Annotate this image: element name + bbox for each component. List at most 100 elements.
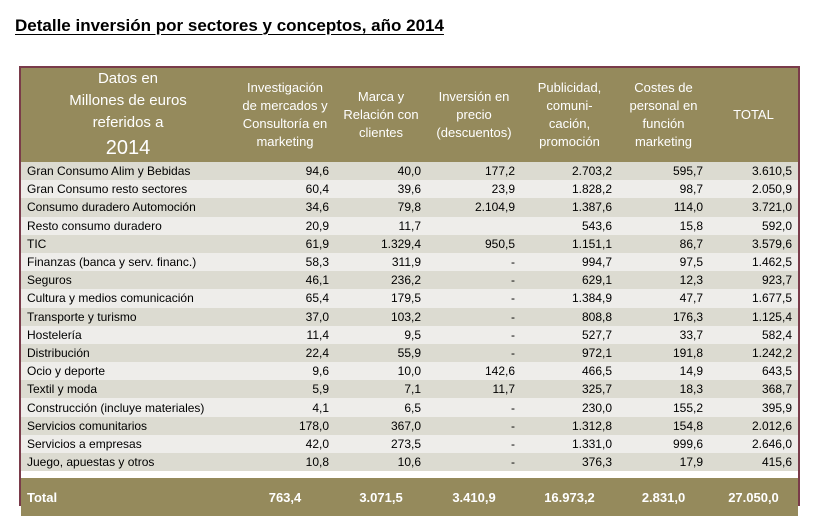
value-cell: - xyxy=(427,307,521,326)
total-cell: 27.050,0 xyxy=(709,478,798,517)
value-cell: 40,0 xyxy=(335,162,427,181)
header-line: TOTAL xyxy=(733,107,774,122)
value-cell: 37,0 xyxy=(235,307,335,326)
header-line: Consultoría en xyxy=(242,116,328,131)
value-cell: 11,4 xyxy=(235,325,335,344)
value-cell: 9,5 xyxy=(335,325,427,344)
header-line: Relación con xyxy=(343,107,419,122)
corner-line: referidos a xyxy=(92,114,164,131)
value-cell: 808,8 xyxy=(521,307,618,326)
value-cell: 103,2 xyxy=(335,307,427,326)
header-line: precio xyxy=(456,107,492,122)
header-row: Datos en Millones de euros referidos a 2… xyxy=(21,68,798,162)
value-cell: 629,1 xyxy=(521,271,618,290)
value-cell: 20,9 xyxy=(235,216,335,235)
table-row: Transporte y turismo 37,0 103,2-808,8 176,3… xyxy=(21,307,798,326)
column-header-publicidad: Publicidad, comuni- cación, promoción xyxy=(521,68,618,162)
table-row: Consumo duradero Automoción 34,6 79,8 2.104… xyxy=(21,198,798,217)
total-label: Total xyxy=(21,478,235,517)
table-row: Finanzas (banca y serv. financ.) 58,3 311,… xyxy=(21,252,798,272)
table-row: TIC 61,9 1.329,4 950,5 1.151,1 86,7 3.579,6 xyxy=(21,234,798,253)
row-label: TIC xyxy=(21,234,235,253)
value-cell: 466,5 xyxy=(521,362,618,381)
value-cell: 592,0 xyxy=(709,216,798,235)
value-cell: 3.579,6 xyxy=(709,234,798,253)
value-cell: 79,8 xyxy=(335,198,427,217)
table-row: Textil y moda 5,9 7,1 11,7 325,7 18,3 368,7 xyxy=(21,380,798,399)
table-row: Hostelería 11,4 9,5-527,7 33,7 582,4 xyxy=(21,325,798,344)
value-cell: 972,1 xyxy=(521,343,618,363)
column-header-investigacion: Investigación de mercados y Consultoría … xyxy=(235,68,335,162)
value-cell: 2.104,9 xyxy=(427,198,521,217)
total-row: Total 763,4 3.071,5 3.410,9 16.973,2 2.8… xyxy=(21,478,798,517)
corner-line: Datos en xyxy=(97,70,159,87)
column-header-total: TOTAL xyxy=(709,68,798,162)
value-cell: 311,9 xyxy=(335,252,427,272)
value-cell: - xyxy=(427,252,521,272)
value-cell: 179,5 xyxy=(335,289,427,308)
value-cell: 178,0 xyxy=(235,416,335,435)
table-row: Seguros 46,1 236,2-629,1 12,3 923,7 xyxy=(21,271,798,290)
row-label: Servicios comunitarios xyxy=(21,416,235,435)
row-label: Finanzas (banca y serv. financ.) xyxy=(21,252,235,272)
value-cell: 98,7 xyxy=(618,180,709,199)
header-line: comuni- xyxy=(546,98,593,113)
corner-line: Millones de euros xyxy=(69,92,187,109)
value-cell: 7,1 xyxy=(335,380,427,399)
table-row: Gran Consumo Alim y Bebidas 94,6 40,0 177,2… xyxy=(21,162,798,181)
row-label: Servicios a empresas xyxy=(21,434,235,453)
value-cell: - xyxy=(427,343,521,363)
value-cell: 2.012,6 xyxy=(709,416,798,435)
value-cell: 155,2 xyxy=(618,398,709,417)
value-cell: 1.384,9 xyxy=(521,289,618,308)
value-cell: 176,3 xyxy=(618,307,709,326)
value-cell: 114,0 xyxy=(618,198,709,217)
page-title: Detalle inversión por sectores y concept… xyxy=(15,16,444,35)
value-cell: 1.331,0 xyxy=(521,434,618,453)
value-cell: 1.462,5 xyxy=(709,252,798,272)
value-cell: 3.721,0 xyxy=(709,198,798,217)
table-row: Distribución 22,4 55,9-972,1 191,8 1.242,2 xyxy=(21,343,798,363)
value-cell: 368,7 xyxy=(709,380,798,399)
spacer-row xyxy=(21,471,798,479)
row-label: Distribución xyxy=(21,343,235,363)
header-line: promoción xyxy=(539,134,600,149)
value-cell: 994,7 xyxy=(521,252,618,272)
value-cell: 236,2 xyxy=(335,271,427,290)
column-header-precio: Inversión en precio (descuentos) xyxy=(427,68,521,162)
value-cell: 47,7 xyxy=(618,289,709,308)
table-row: Servicios a empresas 42,0 273,5-1.331,0 999… xyxy=(21,434,798,453)
header-line: Marca y xyxy=(357,89,405,104)
value-cell: 1.125,4 xyxy=(709,307,798,326)
value-cell: 12,3 xyxy=(618,271,709,290)
value-cell: 60,4 xyxy=(235,180,335,199)
value-cell: 1.387,6 xyxy=(521,198,618,217)
value-cell: 10,8 xyxy=(235,453,335,472)
value-cell: 923,7 xyxy=(709,271,798,290)
value-cell: 61,9 xyxy=(235,234,335,253)
value-cell: - xyxy=(427,416,521,435)
corner-header: Datos en Millones de euros referidos a 2… xyxy=(21,68,235,162)
value-cell: 1.329,4 xyxy=(335,234,427,253)
table-body: Gran Consumo Alim y Bebidas 94,6 40,0 177,2… xyxy=(21,162,798,479)
header-line: clientes xyxy=(358,125,404,140)
value-cell: 34,6 xyxy=(235,198,335,217)
value-cell: 15,8 xyxy=(618,216,709,235)
value-cell: 142,6 xyxy=(427,362,521,381)
value-cell: 11,7 xyxy=(335,216,427,235)
column-header-costes: Costes de personal en función marketing xyxy=(618,68,709,162)
value-cell: 273,5 xyxy=(335,434,427,453)
header-line: función xyxy=(642,116,685,131)
value-cell: 10,0 xyxy=(335,362,427,381)
table-row: Cultura y medios comunicación 65,4 179,5-1… xyxy=(21,289,798,308)
value-cell: 595,7 xyxy=(618,162,709,181)
value-cell: 4,1 xyxy=(235,398,335,417)
value-cell: 950,5 xyxy=(427,234,521,253)
value-cell: 1.828,2 xyxy=(521,180,618,199)
row-label: Transporte y turismo xyxy=(21,307,235,326)
value-cell: 10,6 xyxy=(335,453,427,472)
value-cell: - xyxy=(427,325,521,344)
header-line: marketing xyxy=(634,134,693,149)
value-cell: 58,3 xyxy=(235,252,335,272)
row-label: Consumo duradero Automoción xyxy=(21,198,235,217)
